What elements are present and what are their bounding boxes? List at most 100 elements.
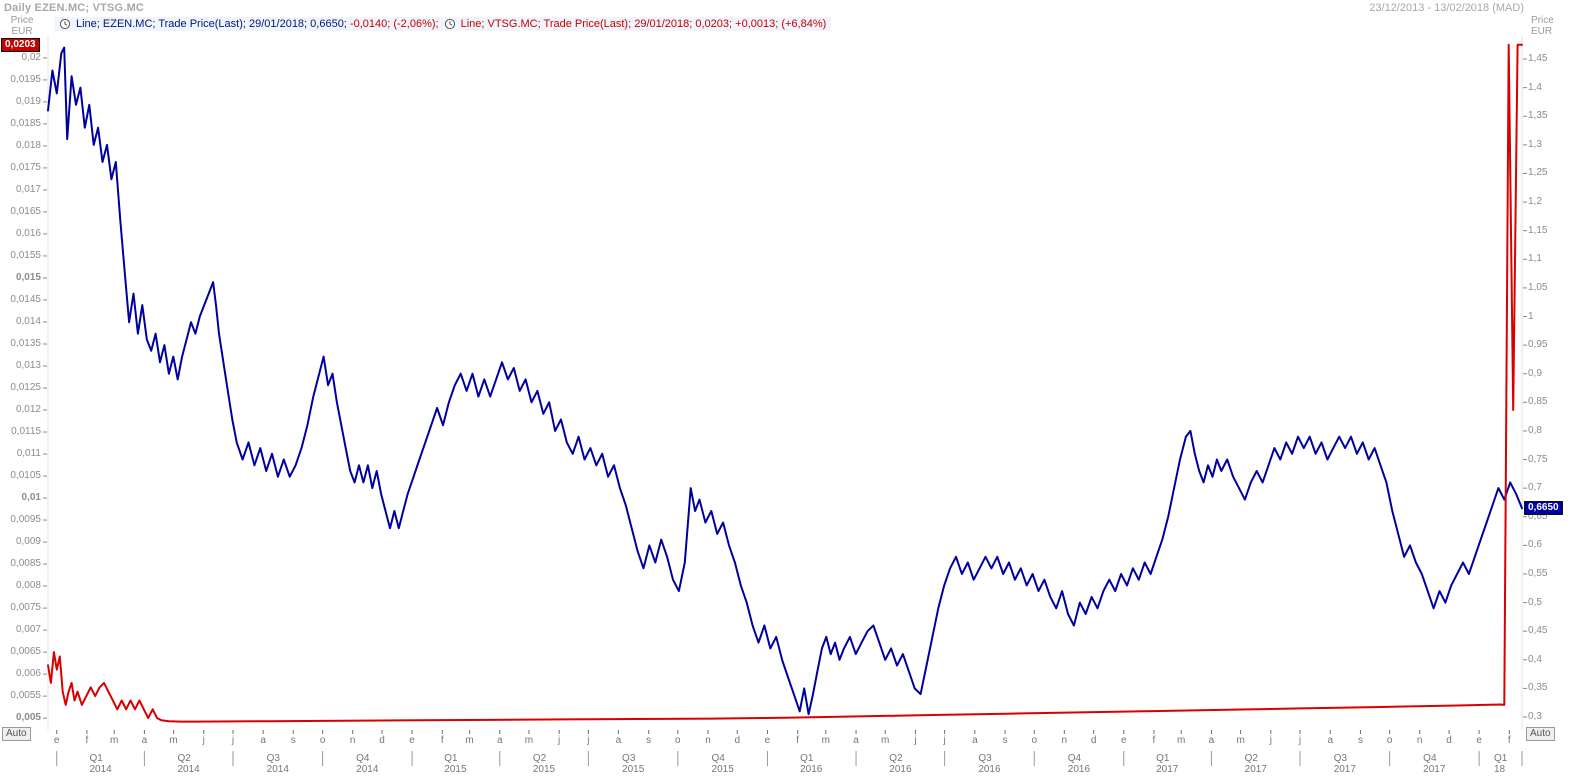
left-axis-tick-label: 0,0185: [10, 117, 41, 129]
x-axis-month-label: n: [1416, 735, 1423, 746]
left-axis-tick-label: 0,0125: [10, 382, 41, 393]
left-axis-tick-label: 0,015: [15, 271, 41, 283]
right-axis-tick-label: 1,3: [1528, 138, 1542, 150]
x-axis-month-label: j: [231, 735, 235, 746]
chart-title: Daily EZEN.MC; VTSG.MC: [4, 2, 145, 14]
x-axis-quarter-label: Q3 2014: [266, 753, 289, 775]
left-axis-auto-button[interactable]: Auto: [2, 727, 31, 741]
x-axis-month-label: m: [465, 735, 474, 746]
right-axis-tick-label: 1,25: [1528, 167, 1548, 179]
left-axis-tick-label: 0,007: [15, 624, 41, 636]
legend-pin-icon[interactable]: [59, 18, 71, 30]
right-axis-title-line2: EUR: [1531, 26, 1553, 37]
x-axis-month-label: d: [1090, 735, 1097, 746]
left-axis-tick-label: 0,017: [15, 183, 41, 195]
x-axis-month-label: a: [496, 735, 503, 746]
left-axis-tick-label: 0,02: [21, 51, 41, 63]
x-axis-month-label: d: [734, 735, 741, 746]
x-axis-quarter-label: Q4 2016: [1067, 753, 1091, 775]
left-axis-tick-label: 0,013: [15, 359, 41, 371]
x-axis-quarter-label: Q1 18: [1493, 753, 1508, 775]
right-axis-tick-label: 0,45: [1528, 625, 1548, 637]
legend-series2-change: +0,0013; (+6,84%): [735, 18, 827, 30]
x-axis-month-label: n: [1061, 735, 1068, 746]
x-axis-month-label: o: [319, 735, 326, 746]
right-axis-tick-label: 0,3: [1528, 711, 1542, 722]
x-axis-quarter-label: Q1 2017: [1156, 753, 1179, 775]
x-axis-month-label: m: [110, 735, 119, 746]
left-axis-tick-label: 0,0195: [10, 73, 41, 85]
x-axis-quarter-label: Q2 2017: [1244, 753, 1267, 775]
right-axis-tick-label: 0,8: [1528, 424, 1542, 436]
x-axis-month-label: d: [379, 735, 385, 746]
left-axis-tick-label: 0,0055: [10, 690, 41, 702]
ezen-last-price-badge: 0,6650: [1524, 501, 1563, 516]
x-axis-month-label: m: [1177, 735, 1186, 746]
x-axis-month-label: j: [1269, 735, 1272, 746]
x-axis-month-label: s: [1002, 735, 1008, 746]
legend-series2-text: Line; VTSG.MC; Trade Price(Last); 29/01/…: [460, 18, 733, 30]
right-axis-tick-label: 0,75: [1528, 453, 1548, 465]
right-axis-auto-button[interactable]: Auto: [1526, 727, 1555, 741]
left-axis-tick-label: 0,005: [15, 712, 41, 724]
right-axis-tick-label: 0,9: [1528, 367, 1542, 379]
right-axis-tick-label: 0,85: [1528, 396, 1548, 408]
right-axis-tick-label: 0,65: [1528, 510, 1548, 522]
left-axis-title-line1: Price: [10, 15, 34, 26]
x-axis-month-label: m: [881, 735, 890, 746]
right-axis-tick-label: 1,35: [1528, 110, 1548, 122]
right-axis-tick-label: 0,6: [1528, 539, 1542, 551]
x-axis-month-label: s: [1357, 735, 1363, 746]
legend: Line; EZEN.MC; Trade Price(Last); 29/01/…: [54, 17, 832, 31]
left-axis-tick-label: 0,01: [21, 492, 41, 504]
left-axis-tick-label: 0,0085: [10, 558, 41, 570]
left-axis-title: Price EUR: [0, 15, 44, 37]
left-axis-tick-label: 0,0135: [10, 337, 41, 349]
legend-pin-icon[interactable]: [444, 18, 456, 30]
left-axis-tick-label: 0,0175: [10, 161, 41, 173]
left-axis-tick-label: 0,0075: [10, 602, 41, 614]
legend-series1[interactable]: Line; EZEN.MC; Trade Price(Last); 29/01/…: [76, 18, 439, 30]
left-axis-tick-label: 0,0095: [10, 514, 41, 526]
x-axis-month-label: a: [1208, 735, 1215, 746]
x-axis-month-label: a: [141, 735, 148, 746]
right-axis-title-line1: Price: [1531, 15, 1554, 26]
x-axis-month-label: e: [1120, 735, 1127, 746]
x-axis-quarter-label: Q2 2015: [532, 753, 556, 775]
left-axis-tick-label: 0,0115: [11, 426, 41, 438]
x-axis-month-label: d: [1446, 735, 1452, 746]
x-axis-month-label: j: [943, 735, 946, 746]
left-axis-tick-label: 0,018: [15, 139, 41, 151]
right-axis-tick-label: 0,55: [1528, 567, 1548, 579]
left-axis-tick-label: 0,012: [15, 404, 41, 415]
right-axis-tick-label: 0,7: [1528, 482, 1542, 494]
vtsg-last-price-badge: 0,0203: [1, 37, 40, 52]
left-axis-tick-label: 0,0165: [10, 205, 41, 217]
left-axis-tick-label: 0,0105: [10, 470, 41, 482]
x-axis-quarter-label: Q2 2014: [177, 753, 200, 775]
x-axis-quarter-label: Q1 2015: [444, 753, 467, 775]
x-axis-month-label: o: [1031, 735, 1038, 746]
x-axis-quarter-label: Q4 2017: [1423, 753, 1446, 775]
legend-series2[interactable]: Line; VTSG.MC; Trade Price(Last); 29/01/…: [461, 18, 827, 30]
x-axis-quarter-label: Q1 2016: [800, 753, 823, 775]
right-axis-tick-label: 1,4: [1528, 81, 1542, 93]
x-axis-month-label: m: [169, 735, 178, 746]
x-axis-month-label: m: [524, 735, 534, 746]
right-axis-tick-label: 0,35: [1528, 682, 1548, 694]
x-axis-month-label: a: [1327, 735, 1333, 746]
right-axis-tick-label: 1: [1528, 310, 1534, 322]
right-axis-tick-label: 0,4: [1528, 653, 1542, 665]
ezen-price-line[interactable]: [47, 46, 1523, 716]
legend-series1-change: -0,0140; (-2,06%);: [349, 18, 439, 30]
x-axis-month-label: j: [914, 735, 917, 746]
x-axis-month-label: e: [1476, 735, 1482, 746]
x-axis-month-label: o: [1386, 735, 1393, 746]
vtsg-price-line[interactable]: [47, 43, 1523, 723]
date-range: 23/12/2013 - 13/02/2018 (MAD): [1369, 2, 1524, 14]
title-bar: Daily EZEN.MC; VTSG.MC 23/12/2013 - 13/0…: [0, 0, 1586, 15]
left-axis-tick-label: 0,011: [16, 448, 41, 460]
left-axis-tick-label: 0,019: [15, 95, 41, 107]
x-axis-month-label: n: [705, 735, 711, 746]
